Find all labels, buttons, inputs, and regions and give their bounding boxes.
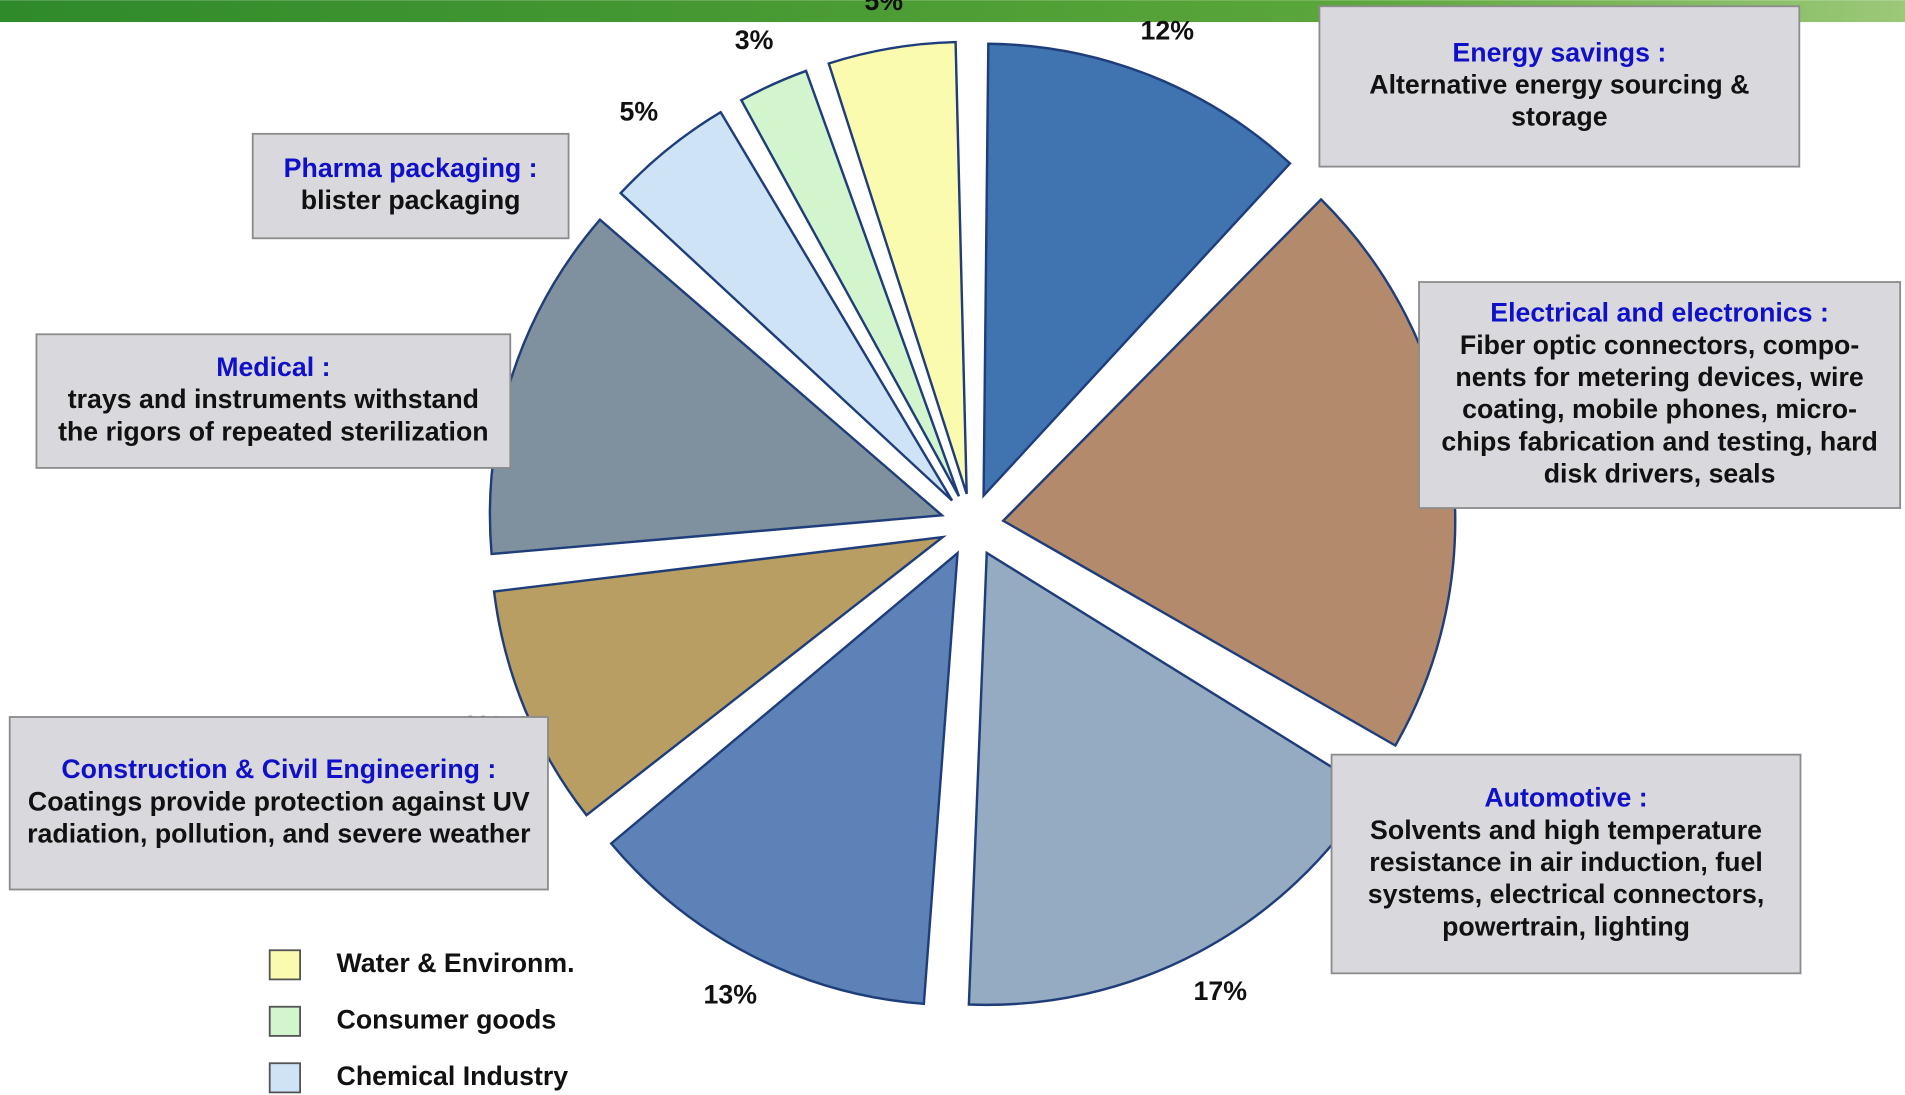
callout-text: trays and instruments withstand xyxy=(68,384,479,414)
callout-text: resistance in air induction, fuel xyxy=(1369,847,1762,877)
value-label: 17% xyxy=(1194,976,1248,1006)
callout-text: nents for metering devices, wire xyxy=(1455,362,1863,392)
callout-box xyxy=(1418,281,1902,509)
callout-text: radiation, pollution, and severe weather xyxy=(27,818,530,848)
callout-box xyxy=(35,333,512,469)
callout-text: blister packaging xyxy=(301,185,521,215)
legend-label: Water & Environm. xyxy=(337,948,575,978)
callout-box xyxy=(1318,5,1801,168)
pie-slice xyxy=(492,535,947,817)
callout-text: coating, mobile phones, micro- xyxy=(1462,394,1857,424)
callout-text: Solvents and high temperature xyxy=(1370,815,1762,845)
value-label: 13% xyxy=(703,979,757,1009)
legend-swatch xyxy=(268,1062,301,1094)
value-label: 5% xyxy=(864,0,903,16)
pie-slice xyxy=(739,69,961,497)
value-label: 5% xyxy=(619,96,658,126)
callout-text: chips fabrication and testing, hard xyxy=(1441,426,1877,456)
value-label: 12% xyxy=(1141,16,1195,46)
callout-box xyxy=(1330,753,1802,975)
legend-label: Chemical Industry xyxy=(337,1061,569,1091)
pie-slice xyxy=(618,110,954,502)
callout-title: Energy savings : xyxy=(1452,37,1666,67)
callout-text: powertrain, lighting xyxy=(1442,911,1690,941)
pie-slice xyxy=(827,40,968,495)
pie-slice xyxy=(982,42,1292,499)
callout-text: systems, electrical connectors, xyxy=(1368,879,1765,909)
legend-swatch xyxy=(268,949,301,981)
callout-text: Alternative energy sourcing & xyxy=(1369,69,1749,99)
callout-text: Fiber optic connectors, compo- xyxy=(1460,330,1859,360)
pie-slice xyxy=(609,550,959,1006)
value-label: 3% xyxy=(735,25,774,55)
callout-text: Coatings provide protection against UV xyxy=(28,786,530,816)
callout-box xyxy=(251,132,570,240)
callout-text: storage xyxy=(1511,102,1608,132)
callout-text: disk drivers, seals xyxy=(1544,459,1776,489)
callout-title: Construction & Civil Engineering : xyxy=(61,754,496,784)
pie-slice xyxy=(488,218,945,556)
callout-title: Electrical and electronics : xyxy=(1490,298,1829,328)
callout-text: the rigors of repeated sterilization xyxy=(58,416,489,446)
callout-box xyxy=(8,716,549,891)
callout-title: Pharma packaging : xyxy=(284,153,538,183)
legend-label: Consumer goods xyxy=(337,1004,557,1034)
legend-swatch xyxy=(268,1005,301,1037)
callout-title: Automotive : xyxy=(1484,783,1647,813)
callout-title: Medical : xyxy=(216,352,330,382)
